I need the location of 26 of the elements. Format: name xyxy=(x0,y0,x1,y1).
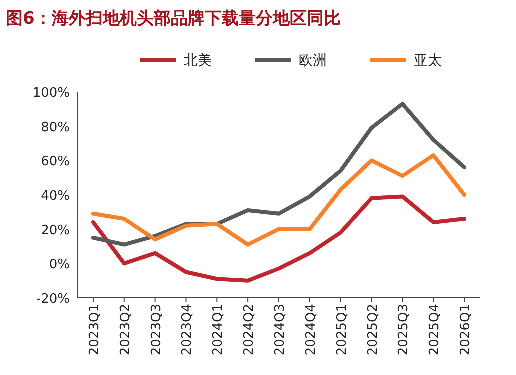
line-series xyxy=(91,154,467,247)
x-tick-label: 2026Q1 xyxy=(458,304,474,356)
y-tick-label: 60% xyxy=(41,154,70,170)
chart-title: 图6：海外扫地机头部品牌下载量分地区同比 xyxy=(6,9,341,29)
x-tick-label: 2024Q2 xyxy=(242,304,258,356)
x-tick-label: 2024Q3 xyxy=(273,304,288,356)
x-tick-label: 2023Q3 xyxy=(149,304,164,356)
y-tick-label: 0% xyxy=(49,258,70,273)
x-tick-label: 2023Q2 xyxy=(118,304,134,356)
x-tick-label: 2025Q4 xyxy=(428,304,443,356)
x-tick-label: 2023Q1 xyxy=(87,304,102,356)
x-tick-label: 2025Q2 xyxy=(366,304,381,356)
x-tick-label: 2025Q1 xyxy=(334,304,350,356)
y-tick-label: 40% xyxy=(41,189,70,204)
line-series xyxy=(91,194,467,283)
y-tick-label: 80% xyxy=(41,120,70,136)
y-tick-label: -20% xyxy=(36,292,70,307)
x-tick-label: 2024Q1 xyxy=(211,304,226,356)
y-tick-label: 20% xyxy=(41,223,70,238)
x-tick-label: 2023Q4 xyxy=(180,304,196,356)
legend-label: 北美 xyxy=(184,53,212,69)
legend-label: 亚太 xyxy=(414,53,442,69)
y-tick-label: 100% xyxy=(32,86,70,101)
x-tick-label: 2025Q3 xyxy=(396,304,412,356)
x-tick-label: 2024Q4 xyxy=(304,304,319,356)
legend-label: 欧洲 xyxy=(299,53,327,69)
